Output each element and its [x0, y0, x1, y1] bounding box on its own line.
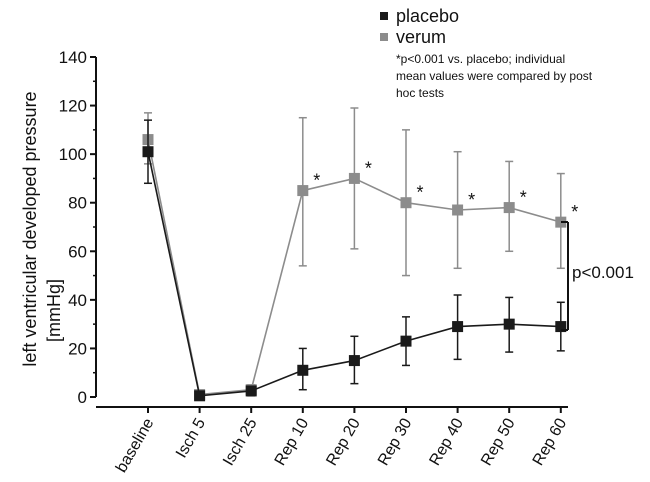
series-layer: [142, 107, 567, 402]
legend: placebo verum *p<0.001 vs. placebo; indi…: [380, 6, 593, 100]
data-point-verum: [503, 202, 515, 214]
footnote-line-2: mean values were compared by post: [396, 69, 593, 83]
footnote-line-3: hoc tests: [396, 86, 444, 100]
series-placebo: [142, 119, 567, 402]
x-tick-label: Rep 50: [478, 415, 519, 468]
data-point-verum: [452, 204, 464, 216]
x-tick-label: Rep 60: [530, 415, 571, 468]
data-point-verum: [348, 172, 360, 184]
data-point-placebo: [452, 321, 464, 333]
y-tick-label: 20: [68, 339, 87, 358]
significance-bracket: p<0.001: [561, 221, 634, 331]
data-point-placebo: [503, 318, 515, 330]
legend-verum-swatch: [380, 33, 388, 41]
data-point-placebo: [400, 335, 412, 347]
legend-verum-label: verum: [396, 27, 446, 47]
data-point-placebo: [245, 385, 257, 397]
series-verum: [142, 107, 567, 401]
y-tick-label: 80: [68, 194, 87, 213]
data-point-verum: [297, 185, 309, 197]
data-point-placebo: [348, 355, 360, 367]
x-tick-label: Rep 40: [427, 415, 468, 468]
x-tick-label: Rep 10: [272, 415, 313, 468]
y-tick-label: 0: [78, 388, 87, 407]
data-point-placebo: [194, 390, 206, 402]
legend-placebo-swatch: [380, 12, 388, 20]
significance-star: *: [313, 171, 320, 191]
data-point-placebo: [555, 321, 567, 333]
x-tick-label: baseline: [113, 415, 158, 475]
x-ticks: baseline Isch 5 Isch 25 Rep 10 Rep 20 Rep 30 R…: [113, 407, 570, 476]
data-point-placebo: [297, 364, 309, 376]
data-point-placebo: [142, 146, 154, 158]
significance-star: *: [571, 202, 578, 222]
significance-star: *: [416, 183, 423, 203]
y-axis-label-line-1: left ventricular developed pressure: [20, 91, 40, 366]
data-point-verum: [555, 216, 567, 228]
y-tick-label: 120: [59, 97, 87, 116]
y-tick-label: 40: [68, 291, 87, 310]
x-tick-label: Rep 20: [323, 415, 364, 468]
y-tick-label: 100: [59, 145, 87, 164]
x-tick-label: Rep 30: [375, 415, 416, 468]
overall-p-label: p<0.001: [572, 263, 634, 282]
y-axis-label: left ventricular developed pressure [mmH…: [20, 91, 64, 366]
x-tick-label: Isch 5: [173, 415, 209, 461]
y-tick-label: 60: [68, 242, 87, 261]
y-axis-label-line-2: [mmHg]: [44, 279, 64, 342]
x-tick-label: Isch 25: [220, 415, 261, 468]
significance-stars: * * * * * *: [313, 158, 578, 222]
legend-placebo-label: placebo: [396, 6, 459, 26]
significance-star: *: [468, 190, 475, 210]
y-ticks: 0 20 40 60 80 100 120 140: [59, 48, 96, 407]
significance-star: *: [520, 188, 527, 208]
significance-star: *: [365, 158, 372, 178]
y-tick-label: 140: [59, 48, 87, 67]
footnote-line-1: *p<0.001 vs. placebo; individual: [396, 52, 565, 66]
data-point-verum: [400, 197, 412, 209]
